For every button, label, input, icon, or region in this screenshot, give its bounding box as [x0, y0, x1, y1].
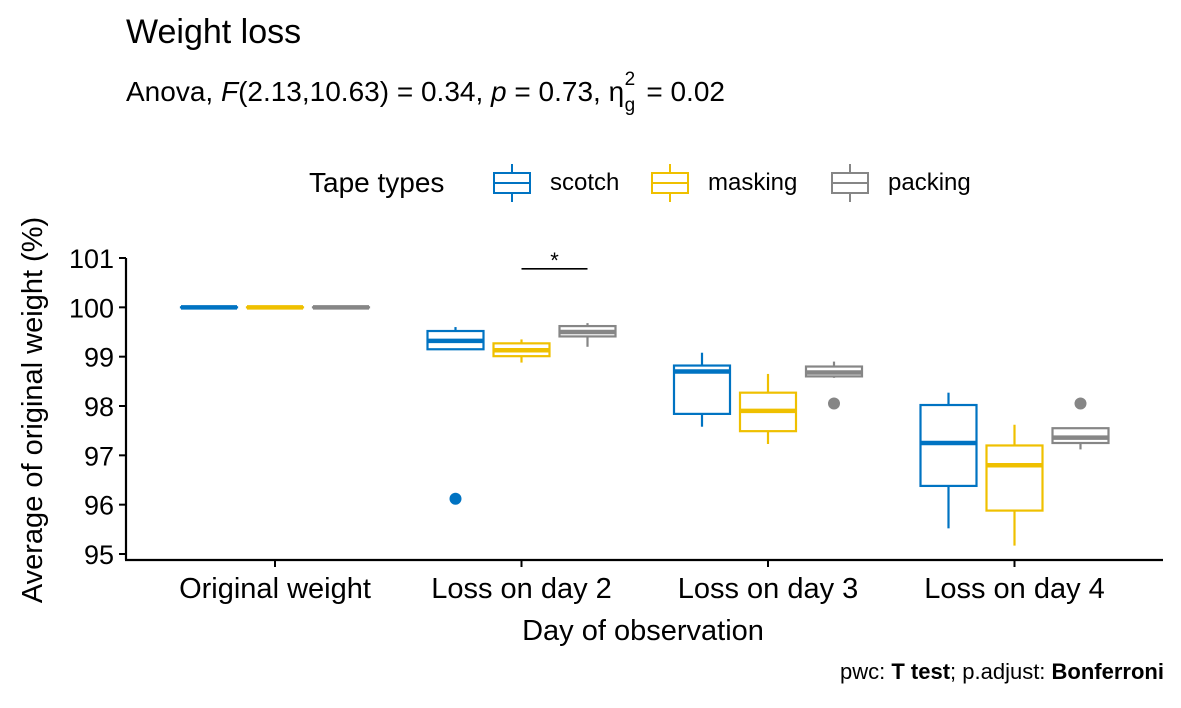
box-packing-1 — [558, 323, 617, 347]
x-tick-label: Loss on day 4 — [924, 573, 1105, 605]
y-tick-label: 100 — [69, 293, 114, 323]
box-scotch-1 — [426, 327, 485, 505]
box-packing-3 — [1051, 397, 1110, 450]
caption-test: T test — [891, 659, 951, 684]
chart-subtitle: Anova, F(2.13,10.63) = 0.34, p = 0.73, η… — [126, 69, 725, 116]
y-tick-label: 96 — [84, 491, 114, 521]
subtitle-eta-sup: 2 — [624, 69, 636, 90]
y-axis-label: Average of original weight (%) — [17, 217, 49, 603]
subtitle-prefix: Anova, — [126, 76, 221, 107]
legend-title: Tape types — [309, 167, 445, 198]
subtitle-f-args: (2.13,10.63) = 0.34, — [238, 76, 492, 107]
chart-title: Weight loss — [126, 13, 302, 51]
x-tick-label: Loss on day 3 — [678, 573, 859, 605]
caption-middle: ; p.adjust: — [950, 659, 1052, 684]
legend-label-scotch: scotch — [550, 169, 620, 196]
chart-caption: pwc: T test; p.adjust: Bonferroni — [840, 658, 1164, 686]
box-outlier — [1074, 397, 1087, 410]
legend-label-masking: masking — [708, 169, 798, 196]
box-outlier — [449, 492, 462, 505]
y-axis-ticks: 95 96 97 98 99 100 101 — [69, 244, 126, 570]
legend: Tape types scotch masking packing — [0, 160, 1181, 206]
y-tick-label: 99 — [84, 343, 114, 373]
y-tick-label: 98 — [84, 392, 114, 422]
box-body — [919, 403, 978, 488]
significance-label: * — [550, 248, 559, 273]
box-scotch-2 — [672, 352, 732, 427]
y-tick-label: 101 — [69, 244, 114, 274]
subtitle-eta-sub: g — [624, 95, 636, 116]
box-packing-2 — [804, 361, 864, 410]
box-body — [985, 444, 1044, 512]
subtitle-f-symbol: F — [220, 76, 239, 107]
box-outlier — [828, 397, 840, 410]
x-axis-ticks: Original weight Loss on day 2 Loss on day … — [179, 560, 1105, 605]
y-tick-label: 95 — [84, 540, 114, 570]
subtitle-p-symbol: p — [491, 76, 507, 107]
x-tick-label: Original weight — [179, 573, 371, 605]
legend-key-packing — [831, 164, 869, 202]
x-tick-label: Loss on day 2 — [431, 573, 612, 605]
box-series — [179, 305, 1110, 546]
legend-key-scotch — [493, 164, 531, 202]
legend-key-masking — [651, 164, 689, 202]
y-tick-label: 97 — [84, 441, 114, 471]
x-axis-label: Day of observation — [522, 615, 764, 647]
box-scotch-3 — [919, 392, 978, 529]
box-masking-2 — [738, 373, 798, 444]
subtitle-p-value: = 0.73, — [506, 76, 609, 107]
box-masking-3 — [985, 424, 1044, 546]
caption-adjust: Bonferroni — [1051, 659, 1164, 684]
subtitle-eta-value: = 0.02 — [638, 76, 725, 107]
box-masking-1 — [492, 339, 551, 363]
subtitle-eta-symbol: η — [608, 76, 625, 107]
significance-annotations: * — [521, 248, 588, 273]
legend-label-packing: packing — [888, 169, 971, 196]
caption-prefix: pwc: — [839, 659, 892, 684]
